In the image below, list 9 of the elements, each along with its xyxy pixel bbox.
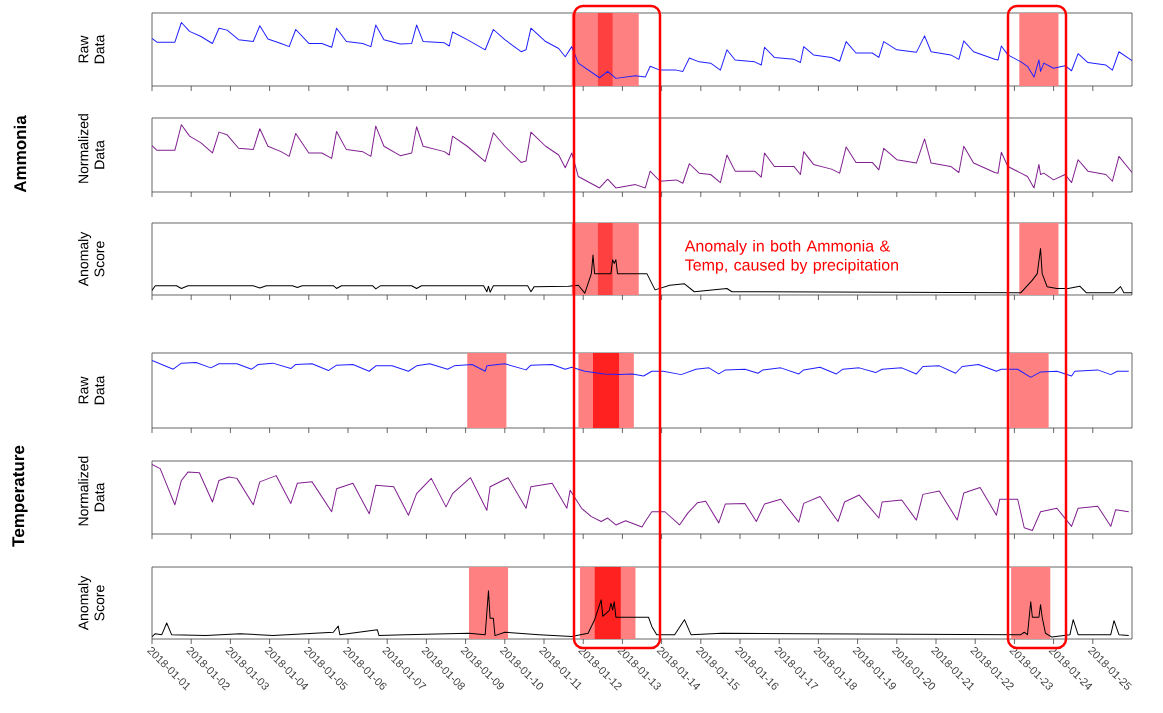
y-axis-title: Raw Data bbox=[78, 34, 105, 64]
text: Ammonia bbox=[13, 115, 27, 193]
text: Temperature bbox=[12, 445, 28, 547]
y-axis-title: Normalized Data bbox=[78, 456, 105, 526]
annotation: Anomaly in both Ammonia & Temp, caused by precipitation bbox=[684, 239, 898, 274]
y-axis-title: Anomaly Score bbox=[78, 575, 105, 631]
y-axis-title: Raw Data bbox=[78, 375, 105, 405]
y-axis-title: Normalized Data bbox=[78, 114, 105, 183]
y-axis-title: Anomaly Score bbox=[78, 231, 105, 287]
